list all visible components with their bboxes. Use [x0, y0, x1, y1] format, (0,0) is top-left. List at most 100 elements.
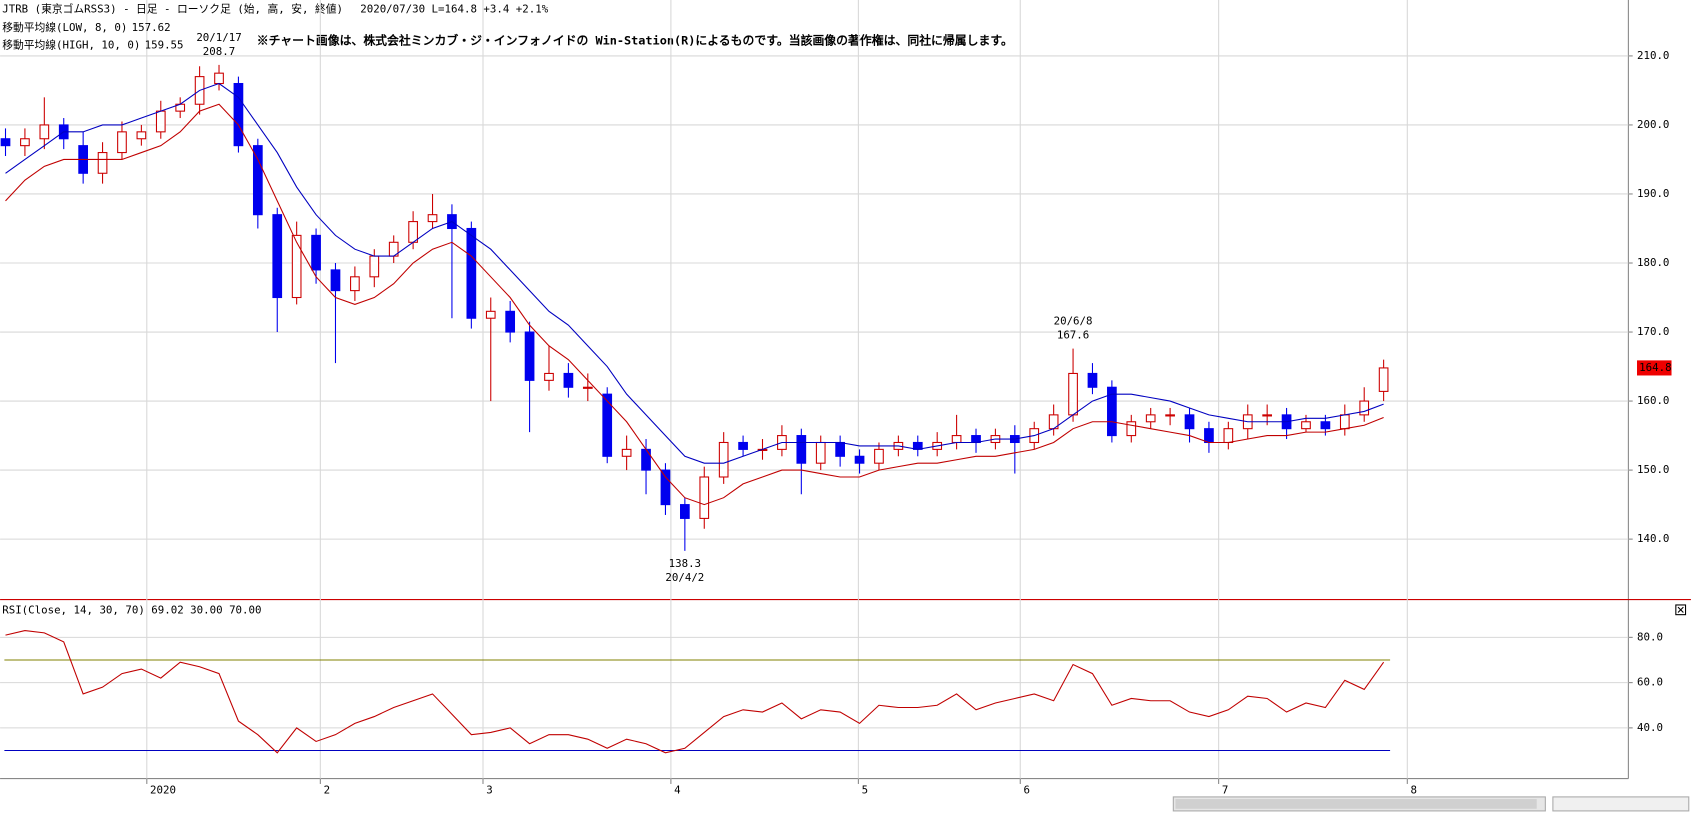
candle-body	[1359, 400, 1370, 416]
moving-average-line	[5, 82, 1384, 464]
annotation-date: 20/1/17	[196, 31, 241, 44]
y-tick-label: 80.0	[1637, 630, 1663, 643]
candle-body	[680, 504, 690, 519]
candle-body	[1204, 428, 1214, 444]
annotation-date: 20/6/8	[1054, 315, 1093, 328]
date: 2020/07/30	[360, 3, 425, 16]
candle-body	[815, 441, 826, 464]
y-tick-label: 190.0	[1637, 187, 1669, 200]
moving-average-line	[5, 103, 1384, 506]
x-tick-label: 8	[1411, 783, 1417, 796]
candle-body	[563, 372, 574, 388]
candle-body	[117, 131, 127, 154]
candle-body	[951, 435, 962, 444]
legend-value: 157.62	[132, 21, 171, 34]
x-tick-label: 2020	[150, 783, 176, 796]
candle-body	[874, 448, 884, 464]
candle-body	[1339, 414, 1350, 430]
candle-body	[252, 145, 263, 216]
y-tick-label: 210.0	[1637, 49, 1669, 62]
candle-body	[350, 276, 360, 292]
symbol-title: JTRB (東京ゴムRSS3) - 日足 - ローソク足 (始, 高, 安, 終…	[2, 3, 343, 16]
candle-body	[699, 476, 710, 519]
candle-body	[582, 386, 593, 389]
candle-body	[641, 448, 651, 471]
candle-body	[369, 255, 380, 278]
candle-body	[796, 435, 807, 464]
candle-body	[408, 221, 418, 243]
rsi-level-label: 70.00	[229, 603, 261, 616]
candle-body	[155, 110, 166, 133]
y-tick-label: 140.0	[1637, 532, 1669, 545]
x-tick-label: 7	[1222, 783, 1228, 796]
y-tick-label: 160.0	[1637, 394, 1669, 407]
candle-body	[1223, 428, 1234, 444]
x-tick-label: 6	[1024, 783, 1030, 796]
y-tick-label: 60.0	[1637, 676, 1663, 689]
candle-body	[1145, 414, 1156, 423]
candle-body	[1320, 421, 1331, 430]
copyright-note: ※チャート画像は、株式会社ミンカブ・ジ・インフォノイドの Win-Station…	[257, 33, 1013, 47]
candle-body	[39, 124, 50, 140]
candle-body	[214, 72, 224, 85]
candle-body	[330, 269, 341, 292]
candle-body	[544, 372, 554, 381]
rsi-line	[5, 630, 1385, 754]
x-tick-label: 2	[324, 783, 330, 796]
candle-body	[1165, 414, 1175, 417]
candle-body	[1301, 421, 1311, 430]
rsi-level-label: 30.00	[190, 603, 222, 616]
y-tick-label: 200.0	[1637, 118, 1669, 131]
last-price-label: 164.8	[1639, 361, 1671, 374]
candle-body	[524, 331, 535, 381]
annotation-price: 167.6	[1057, 329, 1089, 342]
rsi-legend-value: 69.02	[151, 603, 183, 616]
y-tick-label: 150.0	[1637, 463, 1669, 476]
candle-body	[1068, 372, 1078, 416]
candle-body	[854, 455, 865, 464]
candle-body	[718, 441, 729, 478]
legend-name: 移動平均線(LOW, 8, 0)	[2, 21, 127, 34]
y-tick-label: 180.0	[1637, 256, 1669, 269]
annotation-price: 138.3	[669, 557, 701, 570]
zoom-controls[interactable]	[1552, 796, 1690, 812]
y-tick-label: 170.0	[1637, 325, 1669, 338]
candle-body	[835, 441, 845, 457]
candle-body	[505, 310, 516, 333]
candle-body	[0, 138, 11, 147]
candle-body	[1262, 414, 1273, 417]
scroll-thumb[interactable]	[1175, 799, 1537, 809]
legend-name: 移動平均線(HIGH, 10, 0)	[2, 38, 140, 51]
candle-body	[1107, 386, 1117, 437]
candle-body	[466, 227, 477, 319]
last-price-box	[1637, 360, 1672, 376]
candle-body	[602, 393, 613, 457]
candle-body	[427, 214, 438, 223]
legend-value: 159.55	[145, 38, 184, 51]
candle-body	[660, 469, 671, 506]
candle-body	[485, 310, 496, 319]
candle-body	[1184, 414, 1195, 430]
annotation-price: 208.7	[203, 45, 235, 58]
candle-body	[272, 214, 283, 299]
candle-body	[20, 138, 30, 147]
x-tick-label: 5	[862, 783, 868, 796]
change: +3.4	[483, 3, 509, 16]
candle-body	[233, 82, 244, 147]
candle-body	[1087, 372, 1098, 388]
candle-body	[291, 234, 302, 299]
candle-body	[1378, 367, 1389, 392]
last-price: L=164.8	[432, 3, 477, 16]
close-icon	[1677, 606, 1684, 613]
change-pct: +2.1%	[516, 3, 549, 16]
x-tick-label: 4	[674, 783, 680, 796]
rsi-legend-name: RSI(Close, 14, 30, 70)	[2, 603, 145, 616]
candle-body	[97, 152, 108, 174]
candle-body	[311, 234, 321, 271]
annotation-date: 20/4/2	[665, 571, 704, 584]
candle-body	[1126, 421, 1137, 437]
y-tick-label: 40.0	[1637, 721, 1663, 734]
